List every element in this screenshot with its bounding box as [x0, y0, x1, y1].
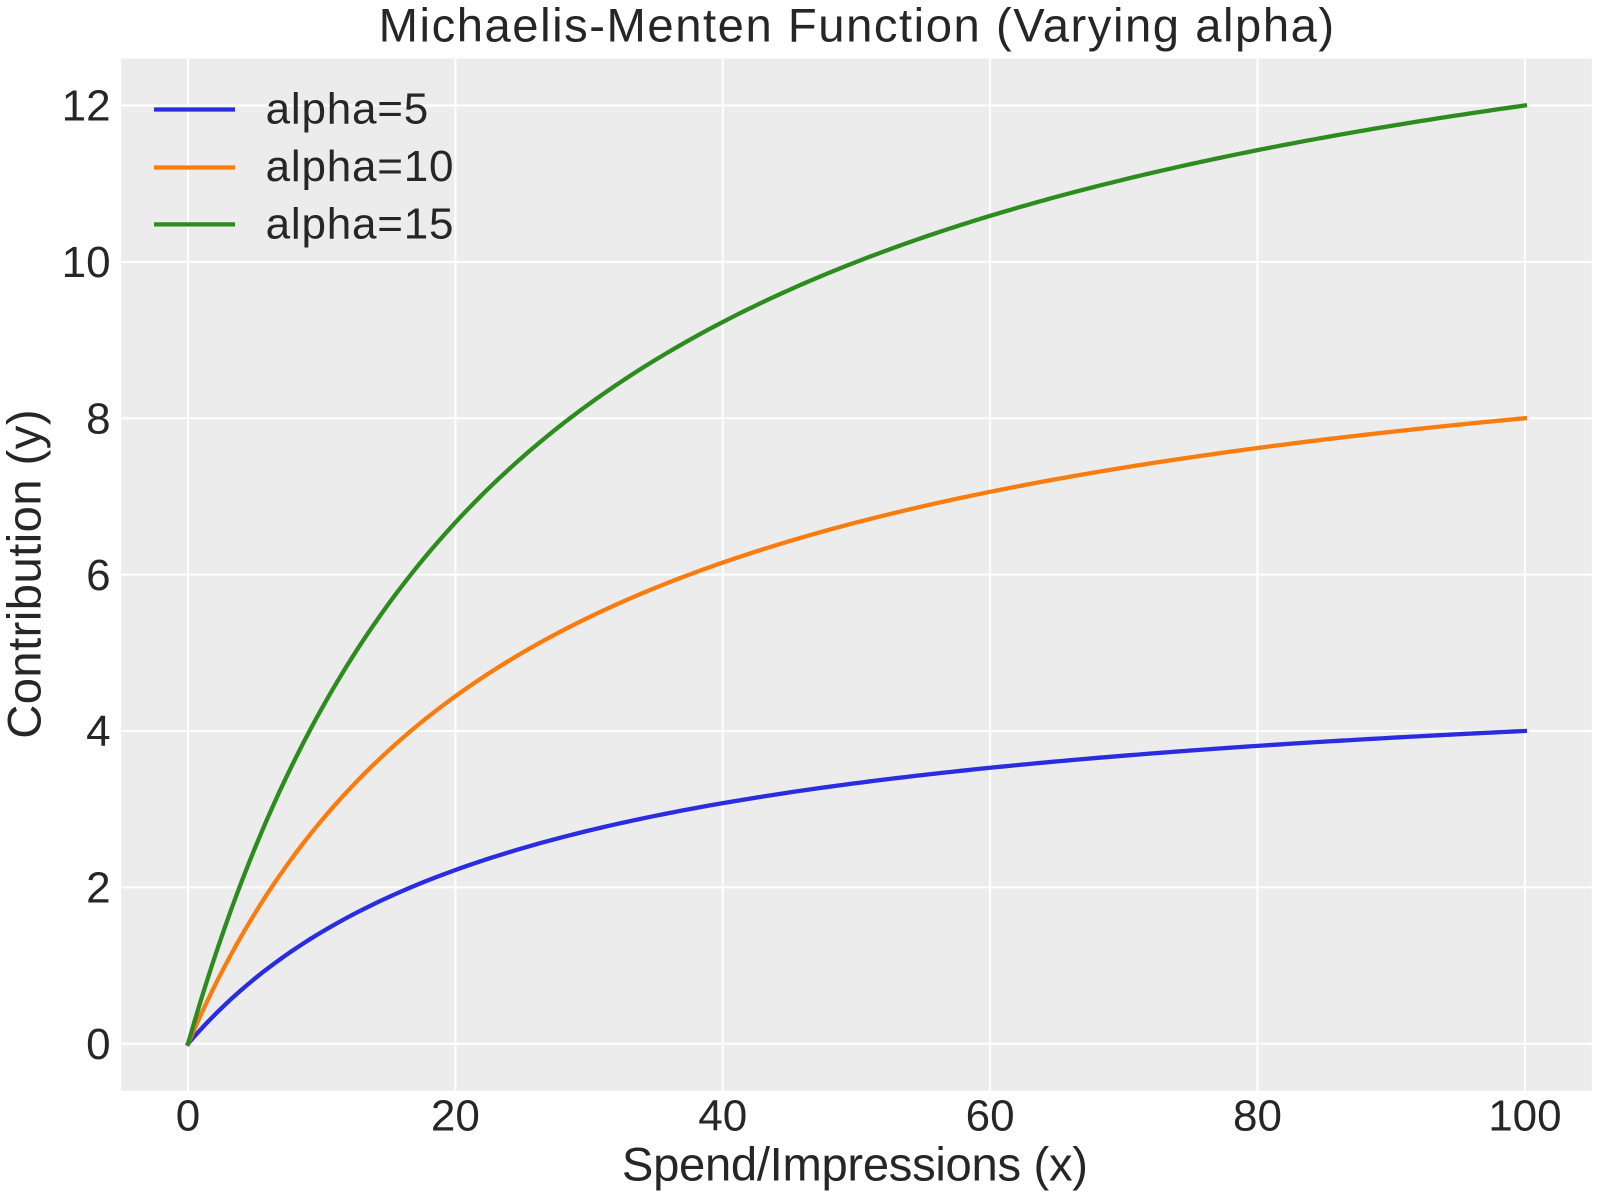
svg-text:0: 0	[86, 1020, 110, 1069]
svg-text:100: 100	[1488, 1092, 1561, 1141]
svg-text:20: 20	[431, 1092, 480, 1141]
svg-text:Spend/Impressions (x): Spend/Impressions (x)	[622, 1138, 1088, 1191]
svg-text:alpha=15: alpha=15	[266, 200, 455, 249]
svg-text:2: 2	[86, 864, 110, 913]
svg-text:8: 8	[86, 394, 110, 443]
svg-text:60: 60	[966, 1092, 1015, 1141]
svg-text:40: 40	[698, 1092, 747, 1141]
svg-text:Contribution (y): Contribution (y)	[0, 409, 52, 739]
svg-text:12: 12	[62, 82, 111, 131]
svg-text:alpha=5: alpha=5	[266, 85, 429, 134]
svg-text:0: 0	[176, 1092, 200, 1141]
svg-text:80: 80	[1233, 1092, 1282, 1141]
svg-text:alpha=10: alpha=10	[266, 142, 455, 191]
svg-text:10: 10	[62, 238, 111, 287]
svg-text:6: 6	[86, 551, 110, 600]
svg-text:4: 4	[86, 707, 110, 756]
svg-text:Michaelis-Menten Function (Var: Michaelis-Menten Function (Varying alpha…	[379, 0, 1336, 52]
